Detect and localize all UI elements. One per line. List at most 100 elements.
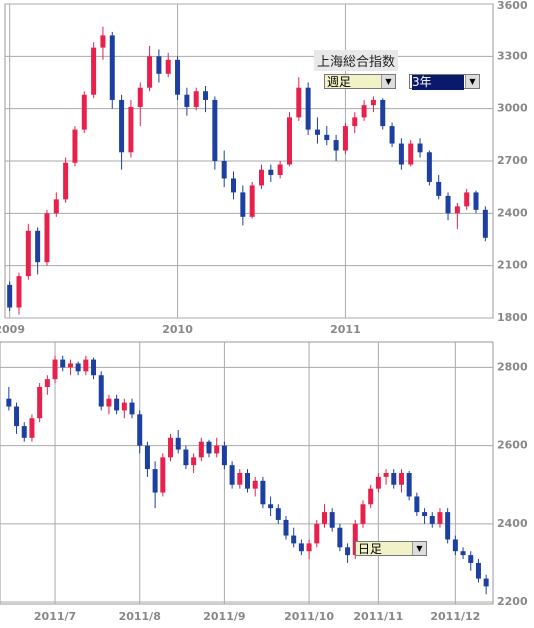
candle-body xyxy=(6,398,12,407)
candle-body xyxy=(184,94,190,107)
candle-body xyxy=(268,169,274,175)
candle-body xyxy=(305,87,311,130)
candle-body xyxy=(345,547,351,556)
candle-body xyxy=(324,134,330,141)
plot-frame xyxy=(0,341,494,605)
candle-body xyxy=(258,169,264,186)
candle-body xyxy=(268,504,274,509)
candle-body xyxy=(44,213,50,263)
candle-body xyxy=(333,140,339,151)
candle-body xyxy=(183,449,189,466)
y-tick-label: 3600 xyxy=(497,0,528,12)
x-tick-label: 2011/10 xyxy=(284,610,334,623)
candle-body xyxy=(91,47,97,95)
candle-body xyxy=(72,129,78,163)
candle-body xyxy=(454,206,460,214)
candle-body xyxy=(426,152,432,182)
candle-body xyxy=(283,519,289,536)
candle-body xyxy=(21,426,27,438)
candle-body xyxy=(321,512,327,524)
candle-body xyxy=(436,181,442,196)
candle-body xyxy=(370,99,376,106)
candle-body xyxy=(445,195,451,214)
candle-body xyxy=(147,56,153,88)
candle-body xyxy=(114,398,120,411)
y-tick-label: 2800 xyxy=(497,360,528,373)
candle-body xyxy=(37,386,43,419)
candle-body xyxy=(67,363,73,368)
candle-body xyxy=(144,445,150,470)
x-tick-label: 2011/11 xyxy=(353,610,403,623)
y-tick-label: 2400 xyxy=(497,206,528,219)
candle-body xyxy=(156,56,162,74)
candle-body xyxy=(406,473,412,497)
candle-body xyxy=(128,106,134,153)
candle-body xyxy=(137,87,143,107)
y-tick-label: 3000 xyxy=(497,102,528,115)
candle-body xyxy=(391,473,397,485)
candle-body xyxy=(53,199,59,214)
candle-body xyxy=(417,143,423,153)
candle-body xyxy=(398,143,404,165)
candle-body xyxy=(468,555,474,563)
candle-body xyxy=(361,105,367,118)
dropdown-arrow[interactable]: ▼ xyxy=(412,542,426,555)
candle-body xyxy=(360,504,366,524)
x-tick-label: 2011/7 xyxy=(34,610,76,623)
candle-body xyxy=(368,488,374,505)
candle-body xyxy=(398,473,404,485)
candle-body xyxy=(52,359,58,380)
x-tick-label: 2011/9 xyxy=(203,610,245,623)
candle-body xyxy=(83,359,89,372)
candle-body xyxy=(306,543,312,552)
candle-body xyxy=(91,359,97,376)
candle-body xyxy=(240,192,246,217)
dropdown-arrow[interactable]: ▼ xyxy=(381,75,395,88)
candle-body xyxy=(206,441,212,454)
period-select[interactable]: 日足 ▼ xyxy=(355,541,427,556)
period-select[interactable]: 週足 ▼ xyxy=(324,74,396,89)
candle-body xyxy=(245,473,250,489)
candle-body xyxy=(229,465,235,485)
candle-body xyxy=(464,192,470,207)
candle-body xyxy=(221,445,227,466)
y-tick-label: 2400 xyxy=(497,517,528,530)
candle-body xyxy=(129,402,135,415)
candle-body xyxy=(252,480,258,489)
candle-body xyxy=(475,562,481,579)
candle-body xyxy=(168,437,174,458)
candle-body xyxy=(337,527,343,548)
candle-body xyxy=(193,91,199,107)
candle-body xyxy=(298,543,304,552)
candle-body xyxy=(314,129,320,135)
candle-body xyxy=(473,192,479,210)
y-tick-label: 2600 xyxy=(497,439,528,452)
candle-body xyxy=(25,230,31,277)
candle-body xyxy=(260,480,266,505)
candle-body xyxy=(482,209,488,238)
candle-body xyxy=(106,398,112,407)
candle-body xyxy=(16,276,22,308)
y-tick-label: 1800 xyxy=(497,311,528,324)
candle-body xyxy=(445,512,451,540)
period-value: 週足 xyxy=(327,75,352,89)
y-tick-label: 2700 xyxy=(497,154,528,167)
period-value: 日足 xyxy=(358,542,383,556)
range-select[interactable]: 3年 ▼ xyxy=(409,74,480,90)
candle-body xyxy=(296,87,302,118)
y-tick-label: 3300 xyxy=(497,49,528,62)
dropdown-arrow[interactable]: ▼ xyxy=(465,75,479,88)
candle-body xyxy=(408,143,414,165)
candle-body xyxy=(137,414,143,446)
candle-body xyxy=(277,164,283,175)
candle-body xyxy=(383,473,389,477)
candle-body xyxy=(375,476,381,489)
candle-body xyxy=(460,551,466,556)
x-tick-label: 2009 xyxy=(0,323,25,336)
candle-body xyxy=(275,508,281,520)
candle-body xyxy=(63,162,69,200)
candle-body xyxy=(119,99,125,153)
candle-body xyxy=(29,418,35,438)
